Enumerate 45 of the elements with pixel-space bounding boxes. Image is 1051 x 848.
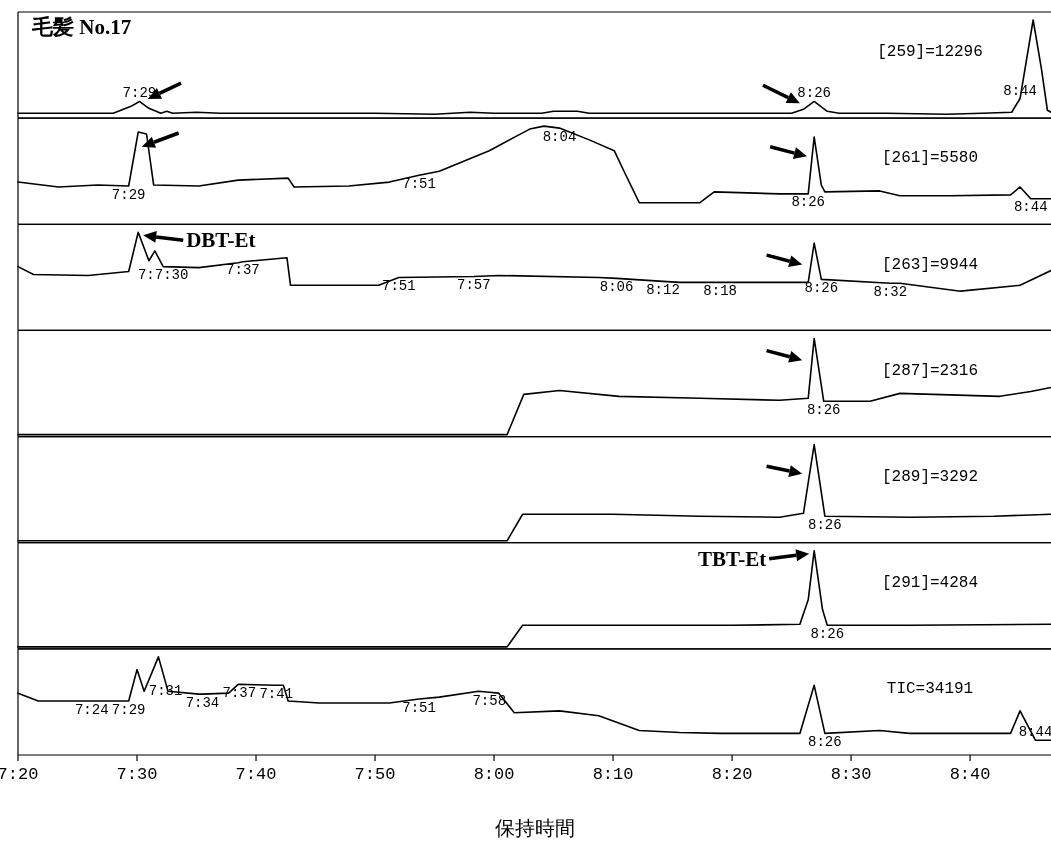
annotation: [259]=12296 [877,43,983,62]
annotation: [287]=2316 [881,361,979,380]
x-tick-label: 8:10 [592,765,634,784]
annotation: TIC=34191 [886,680,974,699]
annotation: 7:29 [111,701,146,718]
annotation: 8:32 [873,283,908,300]
annotation: 8:12 [646,281,680,298]
annotation: 7:51 [402,175,436,192]
x-axis-title: 保持時間 [494,816,575,840]
annotation: 8:18 [703,282,737,299]
annotation: 7:29 [111,186,146,203]
x-tick-label: 8:40 [949,765,991,784]
annotation: 7:34 [185,694,220,711]
x-tick-label: 7:30 [116,765,158,784]
annotation: 8:26 [806,401,841,418]
annotation: [291]=4284 [881,574,979,593]
chart-title: 毛髪 No.17 [31,15,132,39]
x-tick-label: 7:50 [354,765,396,784]
annotation: 8:06 [599,279,634,296]
x-tick-label: 8:20 [711,765,753,784]
annotation: 8:26 [808,734,842,750]
x-tick-label: 8:30 [830,765,872,784]
x-tick-label: 7:40 [235,765,277,784]
annotation: 8:44 [1013,199,1048,216]
x-tick-label: 8:00 [473,765,515,784]
legend-label: TBT-Et [698,546,767,571]
annotation: 8:26 [804,279,839,296]
annotation: 7:31 [148,682,183,699]
annotation: 7:51 [402,699,436,716]
annotation: 8:26 [808,516,842,533]
annotation: [263]=9944 [881,255,979,274]
annotation: 7:57 [457,277,491,294]
annotation: 7:58 [472,692,507,709]
annotation: 8:26 [797,85,831,102]
annotation: [261]=5580 [881,149,979,168]
annotation: 7:37 [222,684,257,701]
annotation: 7:51 [382,278,416,295]
annotation: 7:7:30 [137,267,189,284]
annotation: 8:04 [542,128,577,145]
annotation: 7:24 [74,701,109,718]
legend-label: DBT-Et [186,228,256,253]
annotation: 8:26 [810,625,845,642]
annotation: 7:37 [226,262,260,279]
annotation: [289]=3292 [881,467,979,486]
annotation: 8:26 [791,194,826,211]
